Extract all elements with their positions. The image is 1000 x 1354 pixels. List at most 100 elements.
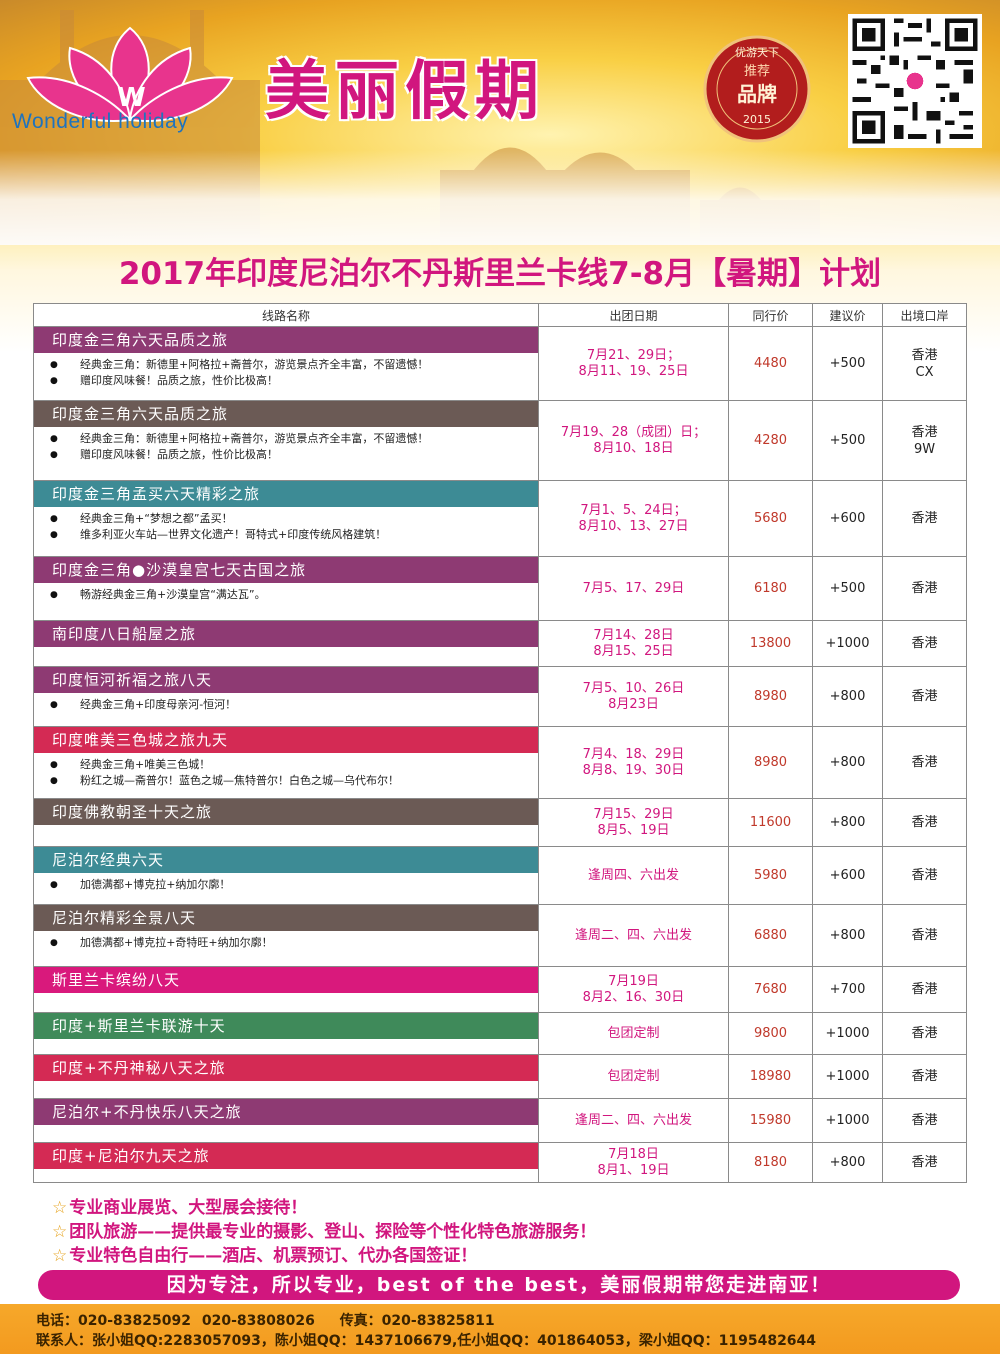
phone-number-2[interactable]: 020-83808026 — [201, 1313, 315, 1329]
suggested-price-cell: +1000 — [812, 620, 883, 667]
route-highlights: 经典金三角：新德里+阿格拉+斋普尔，游览景点齐全丰富，不留遗憾！赠印度风味餐！品… — [34, 357, 538, 389]
route-name-cell: 印度+不丹神秘八天之旅 — [33, 1054, 539, 1099]
route-name: 斯里兰卡缤纷八天 — [34, 967, 538, 993]
table-row: 尼泊尔+不丹快乐八天之旅 逢周二、四、六出发 15980 +1000 香港 — [33, 1098, 967, 1143]
route-highlights: 经典金三角+“梦想之都”孟买！维多利亚火车站—世界文化遗产！哥特式+印度传统风格… — [34, 511, 538, 543]
route-name-cell: 印度金三角孟买六天精彩之旅经典金三角+“梦想之都”孟买！维多利亚火车站—世界文化… — [33, 480, 539, 557]
departure-port-cell: 香港 — [882, 798, 967, 847]
route-highlight-item: 粉红之城—斋普尔！蓝色之城—焦特普尔！白色之城—乌代布尔！ — [50, 773, 538, 789]
star-icon: ☆ — [52, 1198, 68, 1218]
suggested-price-cell: +800 — [812, 798, 883, 847]
table-row: 印度金三角孟买六天精彩之旅经典金三角+“梦想之都”孟买！维多利亚火车站—世界文化… — [33, 480, 967, 557]
route-highlights: 畅游经典金三角+沙漠皇宫“满达瓦”。 — [34, 587, 538, 603]
departure-dates-cell: 逢周四、六出发 — [538, 846, 729, 905]
table-row: 斯里兰卡缤纷八天 7月19日 8月2、16、30日 7680 +700 香港 — [33, 966, 967, 1013]
seal-main-text: 品牌 — [737, 82, 777, 106]
route-name-cell: 印度+尼泊尔九天之旅 — [33, 1142, 539, 1183]
departure-port-cell: 香港 — [882, 480, 967, 557]
seal-top-text: 优游天下 — [735, 46, 779, 59]
route-highlights: 经典金三角：新德里+阿格拉+斋普尔，游览景点齐全丰富，不留遗憾！赠印度风味餐！品… — [34, 431, 538, 463]
trade-price-cell: 8980 — [728, 726, 813, 799]
fax-number[interactable]: 传真：020-83825811 — [339, 1313, 495, 1329]
departure-port-cell: 香港 — [882, 556, 967, 621]
departure-port-cell: 香港 CX — [882, 326, 967, 401]
qr-code-icon[interactable] — [848, 14, 982, 148]
trade-price-cell: 15980 — [728, 1098, 813, 1143]
route-name-cell: 印度金三角六天品质之旅经典金三角：新德里+阿格拉+斋普尔，游览景点齐全丰富，不留… — [33, 326, 539, 401]
suggested-price-cell: +500 — [812, 556, 883, 621]
table-row: 印度金三角●沙漠皇宫七天古国之旅畅游经典金三角+沙漠皇宫“满达瓦”。7月5、17… — [33, 556, 967, 621]
trade-price-cell: 9800 — [728, 1012, 813, 1055]
route-name: 印度金三角六天品质之旅 — [34, 401, 538, 427]
route-highlight-item: 经典金三角+印度母亲河-恒河！ — [50, 697, 538, 713]
departure-dates-cell: 7月4、18、29日 8月8、19、30日 — [538, 726, 729, 799]
contact-persons-line: 联系人：张小姐QQ:2283057093，陈小姐QQ：1437106679,任小… — [36, 1333, 817, 1349]
service-notes: ☆ 专业商业展览、大型展会接待！ ☆ 团队旅游——提供最专业的摄影、登山、探险等个性… — [52, 1196, 596, 1268]
route-highlight-item: 赠印度风味餐！品质之旅，性价比极高！ — [50, 373, 538, 389]
departure-dates-cell: 包团定制 — [538, 1012, 729, 1055]
star-icon: ☆ — [52, 1246, 68, 1266]
departure-dates-cell: 7月21、29日； 8月11、19、25日 — [538, 326, 729, 401]
trade-price-cell: 11600 — [728, 798, 813, 847]
route-name: 印度+尼泊尔九天之旅 — [34, 1143, 538, 1169]
trade-price-cell: 13800 — [728, 620, 813, 667]
svg-text:W: W — [117, 83, 146, 113]
route-highlight-item: 畅游经典金三角+沙漠皇宫“满达瓦”。 — [50, 587, 538, 603]
departure-port-cell: 香港 — [882, 966, 967, 1013]
brand-name-cn: 美丽假期 — [265, 55, 545, 129]
route-name-cell: 尼泊尔精彩全景八天加德满都+博克拉+奇特旺+纳加尔廓！ — [33, 904, 539, 967]
suggested-price-cell: +800 — [812, 666, 883, 727]
route-name: 印度佛教朝圣十天之旅 — [34, 799, 538, 825]
suggested-price-cell: +800 — [812, 726, 883, 799]
header-banner: W Wonderful holiday 美丽假期 优游天下 推荐 品牌 2015 — [0, 0, 1000, 245]
contact-footer: 电话：020-83825092 020-83808026 传真：020-8382… — [0, 1304, 1000, 1354]
suggested-price-cell: +1000 — [812, 1012, 883, 1055]
route-highlights: 经典金三角+唯美三色城！粉红之城—斋普尔！蓝色之城—焦特普尔！白色之城—乌代布尔… — [34, 757, 538, 789]
table-row: 印度+斯里兰卡联游十天 包团定制 9800 +1000 香港 — [33, 1012, 967, 1055]
table-row: 印度金三角六天品质之旅经典金三角：新德里+阿格拉+斋普尔，游览景点齐全丰富，不留… — [33, 326, 967, 401]
slogan-banner: 因为专注，所以专业，best of the best，美丽假期带您走进南亚！ — [38, 1270, 960, 1300]
route-name-cell: 印度金三角六天品质之旅经典金三角：新德里+阿格拉+斋普尔，游览景点齐全丰富，不留… — [33, 400, 539, 481]
phone-number-1[interactable]: 电话：020-83825092 — [36, 1313, 191, 1329]
route-highlight-item: 经典金三角：新德里+阿格拉+斋普尔，游览景点齐全丰富，不留遗憾！ — [50, 431, 538, 447]
table-row: 南印度八日船屋之旅 7月14、28日 8月15、25日 13800 +1000 香港 — [33, 620, 967, 667]
header-departure-port: 出境口岸 — [882, 303, 967, 327]
routes-table: 线路名称 出团日期 同行价 建议价 出境口岸 印度金三角六天品质之旅经典金三角：… — [33, 303, 967, 1183]
trade-price-cell: 4480 — [728, 326, 813, 401]
cloud-overlay — [0, 150, 1000, 245]
route-highlight-item: 加德满都+博克拉+奇特旺+纳加尔廓！ — [50, 935, 538, 951]
trade-price-cell: 7680 — [728, 966, 813, 1013]
route-name: 印度金三角孟买六天精彩之旅 — [34, 481, 538, 507]
route-highlight-item: 经典金三角：新德里+阿格拉+斋普尔，游览景点齐全丰富，不留遗憾！ — [50, 357, 538, 373]
table-row: 尼泊尔精彩全景八天加德满都+博克拉+奇特旺+纳加尔廓！逢周二、四、六出发6880… — [33, 904, 967, 967]
lotus-logo-icon: W — [26, 26, 234, 122]
header-trade-price: 同行价 — [728, 303, 813, 327]
departure-port-cell: 香港 — [882, 666, 967, 727]
suggested-price-cell: +700 — [812, 966, 883, 1013]
route-name-cell: 尼泊尔经典六天加德满都+博克拉+纳加尔廓！ — [33, 846, 539, 905]
note-item: ☆ 专业商业展览、大型展会接待！ — [52, 1198, 308, 1218]
page-title: 2017年印度尼泊尔不丹斯里兰卡线7-8月【暑期】计划 — [118, 256, 882, 292]
route-name-cell: 尼泊尔+不丹快乐八天之旅 — [33, 1098, 539, 1143]
departure-dates-cell: 7月14、28日 8月15、25日 — [538, 620, 729, 667]
trade-price-cell: 5980 — [728, 846, 813, 905]
departure-port-cell: 香港 — [882, 726, 967, 799]
trade-price-cell: 4280 — [728, 400, 813, 481]
route-highlights: 经典金三角+印度母亲河-恒河！ — [34, 697, 538, 713]
route-name: 印度+斯里兰卡联游十天 — [34, 1013, 538, 1039]
route-name-cell: 印度佛教朝圣十天之旅 — [33, 798, 539, 847]
seal-mid-text: 推荐 — [743, 64, 770, 79]
route-name: 印度+不丹神秘八天之旅 — [34, 1055, 538, 1081]
departure-dates-cell: 7月19、28（成团）日； 8月10、18日 — [538, 400, 729, 481]
trade-price-cell: 8180 — [728, 1142, 813, 1183]
table-header-row: 线路名称 出团日期 同行价 建议价 出境口岸 — [33, 303, 967, 327]
suggested-price-cell: +1000 — [812, 1054, 883, 1099]
table-row: 印度佛教朝圣十天之旅 7月15、29日 8月5、19日 11600 +800 香港 — [33, 798, 967, 847]
departure-port-cell: 香港 — [882, 1054, 967, 1099]
departure-port-cell: 香港 — [882, 846, 967, 905]
trade-price-cell: 18980 — [728, 1054, 813, 1099]
header-route-name: 线路名称 — [33, 303, 539, 327]
route-name-cell: 南印度八日船屋之旅 — [33, 620, 539, 667]
table-row: 印度金三角六天品质之旅经典金三角：新德里+阿格拉+斋普尔，游览景点齐全丰富，不留… — [33, 400, 967, 481]
